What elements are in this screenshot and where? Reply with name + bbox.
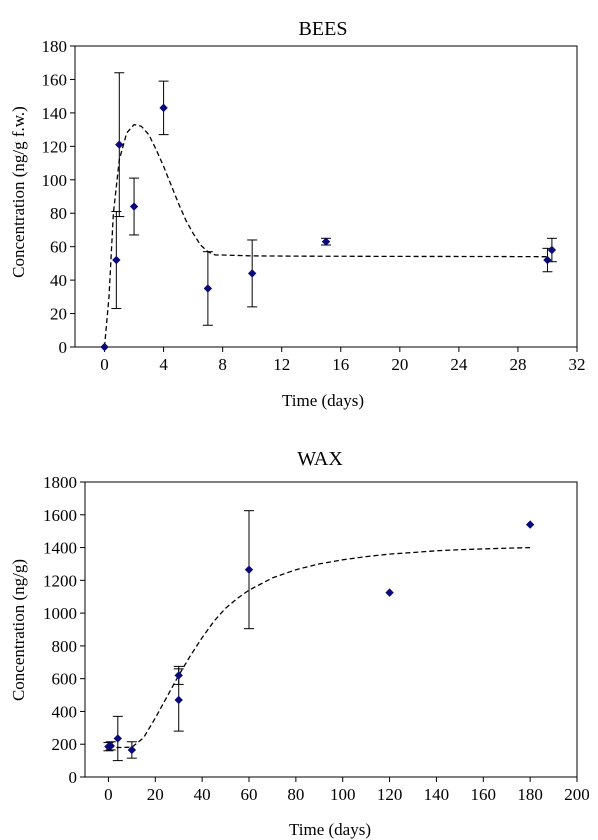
wax-x-tick-label: 200	[564, 785, 590, 804]
bees-x-tick-label: 28	[509, 355, 526, 374]
wax-y-tick-label: 1200	[43, 571, 77, 590]
bees-y-tick-label: 100	[42, 171, 68, 190]
wax-x-tick-label: 120	[377, 785, 403, 804]
bees-data-point	[321, 237, 331, 246]
bees-x-tick-label: 16	[332, 355, 349, 374]
wax-data-point	[174, 695, 183, 705]
bees-x-axis-title: Time (days)	[282, 391, 364, 410]
wax-data-point	[106, 741, 115, 751]
wax-y-tick-label: 0	[69, 768, 78, 787]
bees-y-tick-label: 0	[59, 338, 68, 357]
wax-y-tick-label: 200	[52, 735, 78, 754]
wax-y-tick-label: 800	[52, 637, 78, 656]
bees-x-tick-label: 0	[100, 355, 109, 374]
bees-x-tick-label: 4	[159, 355, 168, 374]
wax-x-tick-label: 180	[517, 785, 543, 804]
wax-data-point	[127, 745, 137, 755]
bees-data-point	[247, 269, 257, 278]
wax-y-tick-label: 1000	[43, 604, 77, 623]
wax-x-tick-label: 60	[241, 785, 258, 804]
bees-data-point	[203, 284, 213, 293]
bees-y-tick-label: 160	[42, 70, 68, 89]
bees-y-tick-label: 40	[50, 271, 67, 290]
bees-data-point	[115, 140, 124, 149]
wax-y-tick-label: 1600	[43, 506, 77, 525]
wax-data-point	[174, 671, 183, 680]
wax-chart-title: WAX	[297, 448, 343, 470]
bees-x-tick-label: 24	[450, 355, 468, 374]
bees-data-point	[159, 103, 168, 113]
bees-data-point	[100, 342, 109, 352]
bees-y-tick-label: 140	[42, 104, 68, 123]
wax-x-tick-label: 80	[287, 785, 304, 804]
wax-y-tick-label: 1400	[43, 539, 77, 558]
wax-x-tick-label: 160	[471, 785, 497, 804]
bees-chart-title: BEES	[299, 18, 348, 40]
bees-x-tick-label: 20	[391, 355, 408, 374]
wax-data-point	[113, 734, 122, 743]
wax-data-point	[385, 588, 394, 597]
bees-y-tick-label: 120	[42, 137, 68, 156]
bees-data-point	[112, 255, 121, 265]
bees-y-tick-label: 80	[50, 204, 67, 223]
wax-x-axis-title: Time (days)	[289, 820, 371, 839]
bees-x-tick-label: 32	[569, 355, 586, 374]
wax-y-tick-label: 400	[52, 702, 78, 721]
bees-y-tick-label: 20	[50, 305, 67, 324]
bees-plot-frame	[74, 45, 578, 348]
wax-fit-curve	[108, 546, 531, 749]
wax-y-tick-label: 600	[52, 670, 78, 689]
bees-chart-panel: BEES Concentration (ng/g f.w.) Time (day…	[9, 18, 586, 410]
bees-y-tick-label: 60	[50, 238, 67, 257]
wax-y-axis-title: Concentration (ng/g)	[9, 559, 28, 701]
bees-data-point	[129, 202, 139, 211]
wax-x-tick-label: 40	[194, 785, 211, 804]
wax-data-point	[244, 565, 254, 574]
bees-x-tick-label: 8	[218, 355, 227, 374]
bees-x-tick-label: 12	[273, 355, 290, 374]
wax-plot-frame	[84, 481, 578, 778]
wax-y-tick-label: 1800	[43, 473, 77, 492]
wax-x-tick-label: 100	[330, 785, 356, 804]
wax-x-tick-label: 20	[147, 785, 164, 804]
wax-data-point	[525, 520, 535, 529]
wax-chart-panel: WAX Concentration (ng/g) Time (days) 0 20…	[9, 448, 590, 839]
bees-fit-curve	[103, 123, 548, 348]
wax-x-tick-label: 140	[424, 785, 450, 804]
bees-y-tick-label: 180	[42, 37, 68, 56]
wax-x-tick-label: 0	[104, 785, 113, 804]
bees-y-axis-title: Concentration (ng/g f.w.)	[9, 106, 28, 278]
bees-data-point	[547, 245, 557, 255]
